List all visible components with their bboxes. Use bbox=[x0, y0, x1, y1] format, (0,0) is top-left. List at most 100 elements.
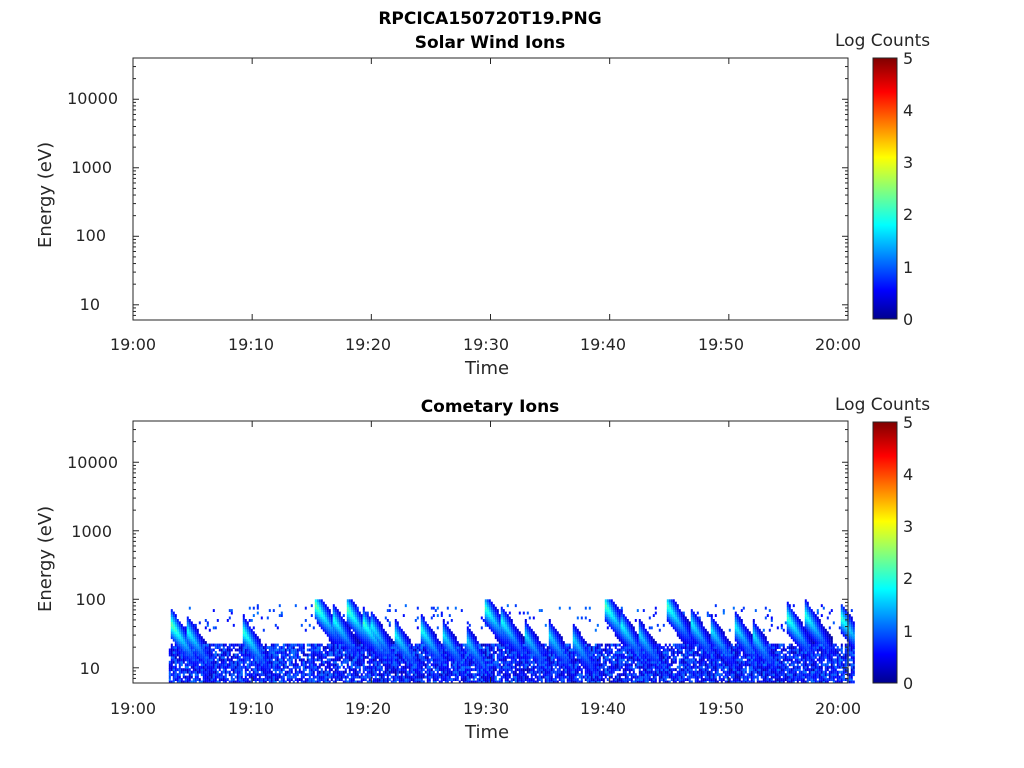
spectrogram-cell bbox=[206, 658, 209, 662]
spectrogram-cell bbox=[360, 633, 363, 637]
spectrogram-cell bbox=[258, 660, 261, 664]
spectrogram-cell bbox=[168, 675, 171, 679]
spectrogram-cell bbox=[212, 675, 215, 679]
spectrogram-cell bbox=[366, 648, 369, 652]
spectrogram-cell bbox=[318, 680, 321, 684]
spectrogram-cell bbox=[334, 626, 337, 630]
spectrogram-cell bbox=[408, 660, 411, 664]
spectrogram-cell bbox=[368, 668, 371, 672]
spectrogram-cell bbox=[624, 621, 627, 625]
spectrogram-cell bbox=[596, 665, 599, 669]
spectrogram-cell bbox=[290, 663, 293, 667]
spectrogram-cell bbox=[566, 665, 569, 669]
spectrogram-cell bbox=[316, 668, 319, 672]
spectrogram-cell bbox=[630, 648, 633, 652]
spectrogram-cell bbox=[342, 680, 345, 684]
spectrogram-cell bbox=[616, 663, 619, 667]
spectrogram-cell bbox=[584, 643, 587, 647]
spectrogram-cell bbox=[544, 648, 547, 652]
spectrogram-cell bbox=[294, 643, 297, 647]
spectrogram-cell bbox=[462, 653, 465, 657]
spectrogram-cell bbox=[348, 636, 351, 640]
spectrogram-cell bbox=[246, 638, 249, 642]
spectrogram-cell bbox=[612, 653, 615, 657]
spectrogram-cell bbox=[428, 651, 431, 654]
spectrogram-cell bbox=[614, 646, 617, 649]
spectrogram-cell bbox=[250, 655, 253, 659]
spectrogram-cell bbox=[270, 673, 273, 677]
spectrogram-cell bbox=[172, 611, 175, 615]
spectrogram-cell bbox=[510, 626, 513, 630]
spectrogram-cell bbox=[330, 619, 333, 622]
spectrogram-cell bbox=[400, 670, 403, 674]
spectrogram-cell bbox=[608, 621, 611, 625]
spectrogram-cell bbox=[358, 651, 361, 654]
spectrogram-cell bbox=[316, 665, 319, 669]
spectrogram-cell bbox=[174, 631, 177, 635]
spectrogram-cell bbox=[356, 680, 359, 684]
spectrogram-cell bbox=[434, 678, 437, 681]
spectrogram-cell bbox=[386, 658, 389, 662]
spectrogram-cell bbox=[544, 660, 547, 664]
spectrogram-cell bbox=[380, 660, 383, 664]
spectrogram-cell bbox=[302, 680, 305, 684]
spectrogram-cell bbox=[592, 648, 595, 652]
spectrogram-cell bbox=[272, 675, 275, 679]
spectrogram-cell bbox=[626, 646, 629, 649]
spectrogram-cell bbox=[210, 648, 213, 652]
spectrogram-cell bbox=[424, 646, 427, 649]
spectrogram-cell bbox=[496, 621, 499, 625]
spectrogram-cell bbox=[638, 655, 641, 659]
spectrogram-cell bbox=[616, 678, 619, 681]
spectrogram-cell bbox=[340, 633, 343, 637]
spectrogram-cell bbox=[564, 646, 567, 649]
spectrogram-cell bbox=[360, 653, 363, 657]
spectrogram-cell bbox=[438, 658, 441, 662]
spectrogram-cell bbox=[510, 651, 513, 654]
spectrogram-cell bbox=[348, 641, 351, 644]
spectrogram-cell bbox=[532, 648, 535, 652]
spectrogram-cell bbox=[382, 670, 385, 674]
spectrogram-cell bbox=[486, 643, 489, 647]
spectrogram-cell bbox=[172, 675, 175, 679]
spectrogram-cell bbox=[460, 660, 463, 664]
spectrogram-cell bbox=[386, 680, 389, 684]
spectrogram-cell bbox=[200, 670, 203, 674]
spectrogram-cell bbox=[448, 675, 451, 679]
spectrogram-cell bbox=[510, 628, 513, 632]
spectrogram-cell bbox=[526, 623, 529, 627]
spectrogram-cell bbox=[586, 680, 589, 684]
spectrogram-cell bbox=[432, 643, 435, 647]
spectrogram-cell bbox=[638, 651, 641, 654]
spectrogram-cell bbox=[540, 678, 543, 681]
spectrogram-cell bbox=[558, 670, 561, 674]
spectrogram-cell bbox=[568, 646, 571, 649]
spectrogram-cell bbox=[176, 626, 179, 630]
spectrogram-cell bbox=[232, 680, 235, 684]
spectrogram-cell bbox=[394, 653, 397, 657]
spectrogram-cell bbox=[562, 651, 565, 654]
spectrogram-cell bbox=[308, 670, 311, 674]
spectrogram-cell bbox=[274, 673, 277, 677]
spectrogram-cell bbox=[464, 655, 467, 659]
spectrogram-cell bbox=[232, 668, 235, 672]
spectrogram-cell bbox=[582, 643, 585, 647]
spectrogram-cell bbox=[580, 655, 583, 659]
spectrogram-cell bbox=[642, 641, 645, 644]
spectrogram-cell bbox=[480, 626, 483, 630]
spectrogram-cell bbox=[502, 616, 505, 620]
spectrogram-cell bbox=[512, 675, 515, 679]
spectrogram-cell bbox=[276, 648, 279, 652]
spectrogram-cell bbox=[174, 614, 177, 617]
spectrogram-cell bbox=[616, 633, 619, 637]
spectrogram-cell bbox=[282, 675, 285, 679]
spectrogram-cell bbox=[172, 665, 175, 669]
spectrogram-cell bbox=[280, 611, 283, 615]
spectrogram-cell bbox=[480, 646, 483, 649]
spectrogram-cell bbox=[334, 611, 337, 615]
spectrogram-cell bbox=[236, 675, 239, 679]
spectrogram-cell bbox=[608, 606, 611, 610]
spectrogram-cell bbox=[416, 665, 419, 669]
spectrogram-cell bbox=[626, 636, 629, 640]
spectrogram-cell bbox=[428, 648, 431, 652]
